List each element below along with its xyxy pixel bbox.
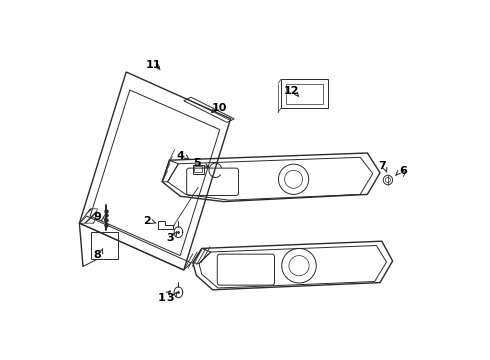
Text: 4: 4 (177, 150, 185, 161)
Text: 12: 12 (283, 86, 299, 96)
Text: 2: 2 (143, 216, 151, 226)
Text: 5: 5 (194, 158, 201, 168)
Text: 10: 10 (212, 103, 227, 113)
Text: 1: 1 (158, 293, 165, 303)
Text: 9: 9 (94, 212, 101, 222)
Text: 8: 8 (94, 250, 101, 260)
Text: 7: 7 (379, 161, 387, 171)
Text: 3: 3 (166, 233, 174, 243)
Text: 6: 6 (399, 166, 407, 176)
Text: 3: 3 (166, 293, 174, 303)
Text: 11: 11 (146, 60, 161, 70)
